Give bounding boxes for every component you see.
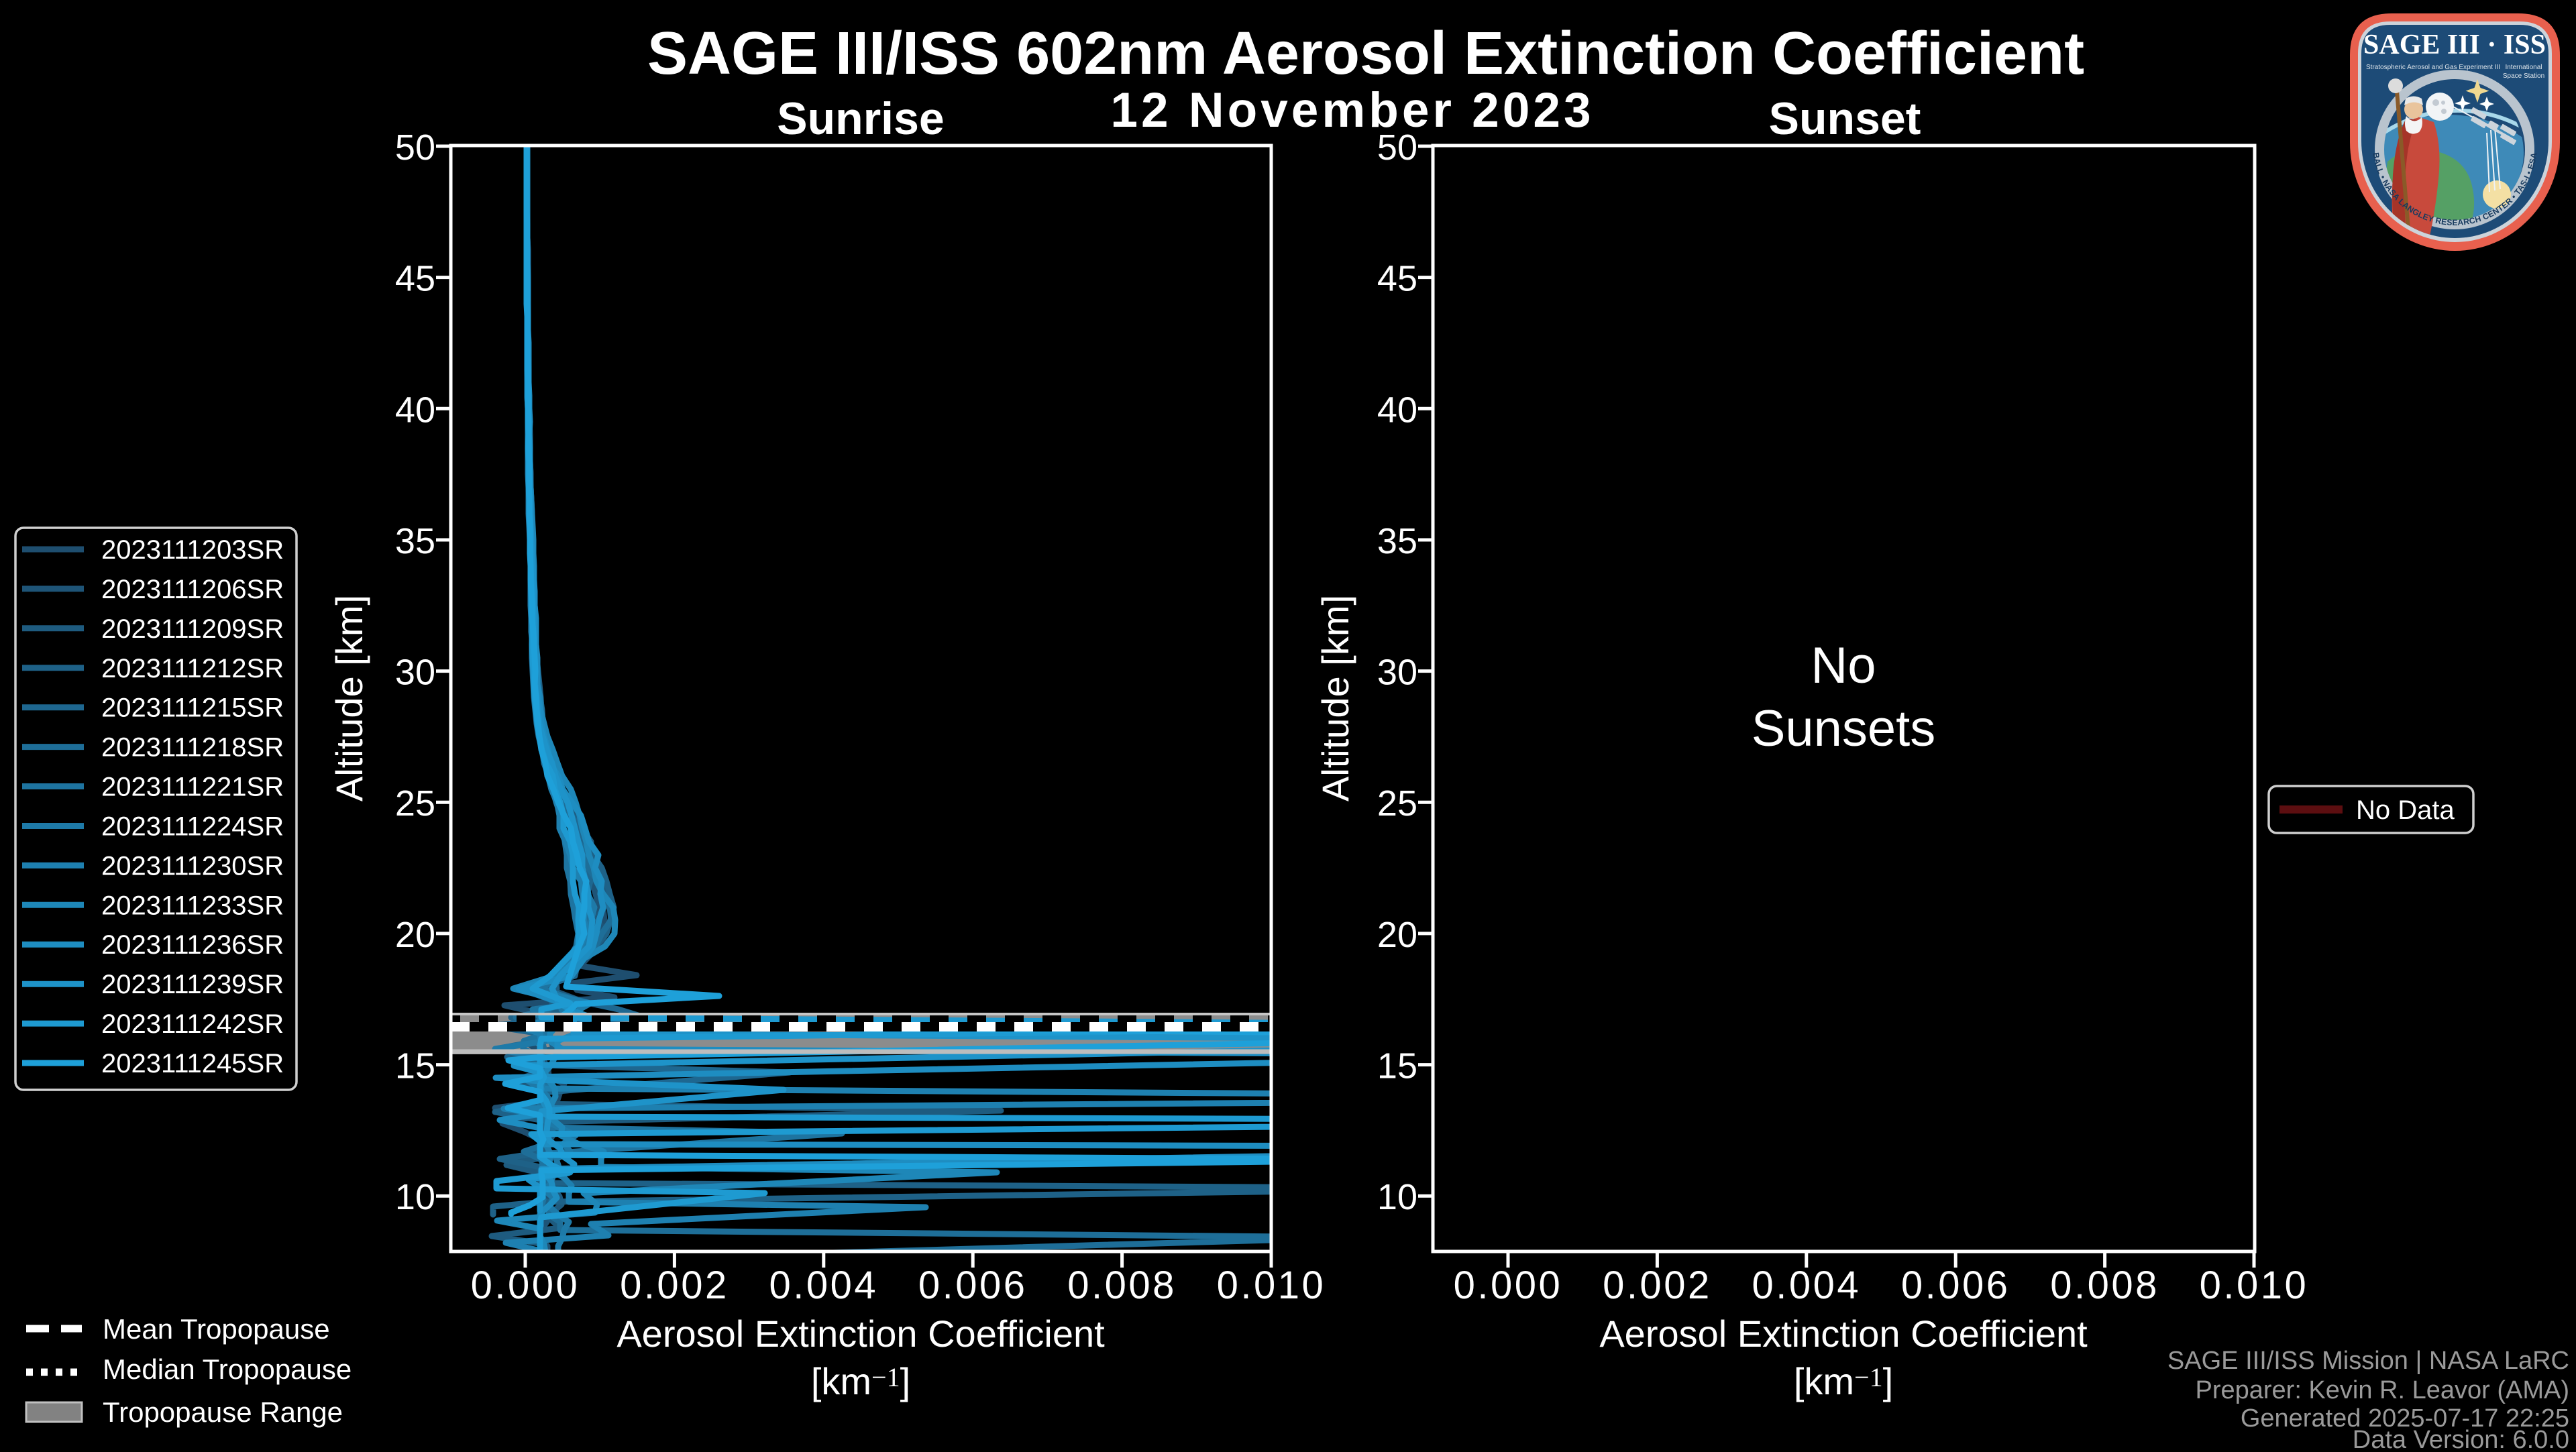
svg-text:50: 50 <box>1377 127 1417 168</box>
svg-text:2023111233SR: 2023111233SR <box>101 891 284 920</box>
svg-text:0.002: 0.002 <box>620 1264 729 1307</box>
svg-text:0.000: 0.000 <box>1454 1264 1563 1307</box>
svg-text:Altitude [km]: Altitude [km] <box>328 595 370 801</box>
svg-text:Aerosol Extinction Coefficient: Aerosol Extinction Coefficient <box>1599 1313 2088 1355</box>
svg-text:2023111221SR: 2023111221SR <box>101 773 284 802</box>
svg-text:Mean Tropopause: Mean Tropopause <box>103 1313 330 1345</box>
svg-text:2023111206SR: 2023111206SR <box>101 575 284 604</box>
svg-text:50: 50 <box>395 127 435 168</box>
svg-text:Sunset: Sunset <box>1769 93 1921 144</box>
svg-text:SAGE III · ISS: SAGE III · ISS <box>2363 30 2546 60</box>
svg-text:2023111245SR: 2023111245SR <box>101 1049 284 1078</box>
svg-text:Altitude [km]: Altitude [km] <box>1314 595 1356 801</box>
svg-text:40: 40 <box>1377 390 1417 430</box>
svg-text:Preparer: Kevin R. Leavor (AMA: Preparer: Kevin R. Leavor (AMA) <box>2195 1376 2569 1404</box>
svg-text:2023111242SR: 2023111242SR <box>101 1009 284 1039</box>
svg-text:Data Version: 6.0.0: Data Version: 6.0.0 <box>2353 1426 2569 1449</box>
svg-text:2023111215SR: 2023111215SR <box>101 693 284 723</box>
svg-text:35: 35 <box>1377 521 1417 561</box>
svg-text:Sunsets: Sunsets <box>1752 700 1936 757</box>
svg-text:Tropopause Range: Tropopause Range <box>103 1396 343 1428</box>
svg-text:0.008: 0.008 <box>1067 1264 1177 1307</box>
svg-text:0.008: 0.008 <box>2050 1264 2159 1307</box>
svg-text:0.004: 0.004 <box>1752 1264 1861 1307</box>
svg-text:2023111236SR: 2023111236SR <box>101 930 284 960</box>
svg-text:10: 10 <box>395 1177 435 1217</box>
svg-text:0.006: 0.006 <box>1901 1264 2010 1307</box>
svg-text:2023111224SR: 2023111224SR <box>101 812 284 842</box>
svg-text:2023111239SR: 2023111239SR <box>101 970 284 999</box>
svg-text:2023111230SR: 2023111230SR <box>101 851 284 881</box>
svg-text:0.004: 0.004 <box>769 1264 878 1307</box>
svg-text:0.010: 0.010 <box>1217 1264 1326 1307</box>
svg-text:0.002: 0.002 <box>1603 1264 1712 1307</box>
svg-text:45: 45 <box>1377 259 1417 299</box>
svg-text:Stratospheric Aerosol and Gas: Stratospheric Aerosol and Gas Experiment… <box>2366 64 2500 71</box>
svg-text:Sunrise: Sunrise <box>777 93 944 144</box>
svg-text:45: 45 <box>395 259 435 299</box>
svg-text:[km−1]: [km−1] <box>811 1360 910 1402</box>
svg-text:0.010: 0.010 <box>2200 1264 2309 1307</box>
svg-text:2023111212SR: 2023111212SR <box>101 654 284 683</box>
svg-text:20: 20 <box>1377 915 1417 955</box>
svg-text:40: 40 <box>395 390 435 430</box>
svg-text:No Data: No Data <box>2356 795 2455 825</box>
svg-text:Space Station: Space Station <box>2503 72 2544 80</box>
svg-text:2023111209SR: 2023111209SR <box>101 614 284 644</box>
svg-text:20: 20 <box>395 915 435 955</box>
svg-text:Generated 2025-07-17 22:25: Generated 2025-07-17 22:25 <box>2241 1404 2569 1433</box>
svg-text:Aerosol Extinction Coefficient: Aerosol Extinction Coefficient <box>616 1313 1105 1355</box>
svg-text:0.000: 0.000 <box>471 1264 580 1307</box>
svg-text:35: 35 <box>395 521 435 561</box>
svg-text:0.006: 0.006 <box>918 1264 1028 1307</box>
svg-text:15: 15 <box>1377 1046 1417 1086</box>
svg-text:SAGE III/ISS Mission | NASA La: SAGE III/ISS Mission | NASA LaRC <box>2167 1347 2569 1375</box>
svg-text:[km−1]: [km−1] <box>1794 1360 1893 1402</box>
svg-text:10: 10 <box>1377 1177 1417 1217</box>
svg-text:International: International <box>2505 64 2542 71</box>
svg-text:2023111218SR: 2023111218SR <box>101 733 284 763</box>
svg-text:SAGE III/ISS 602nm Aerosol Ext: SAGE III/ISS 602nm Aerosol Extinction Co… <box>647 20 2084 87</box>
svg-text:12 November 2023: 12 November 2023 <box>1110 83 1594 137</box>
svg-text:2023111203SR: 2023111203SR <box>101 535 284 565</box>
svg-text:30: 30 <box>395 653 435 693</box>
svg-text:No: No <box>1811 637 1876 694</box>
svg-text:15: 15 <box>395 1046 435 1086</box>
svg-text:25: 25 <box>395 783 435 824</box>
svg-text:25: 25 <box>1377 783 1417 824</box>
svg-text:Median Tropopause: Median Tropopause <box>103 1353 352 1385</box>
svg-text:30: 30 <box>1377 653 1417 693</box>
